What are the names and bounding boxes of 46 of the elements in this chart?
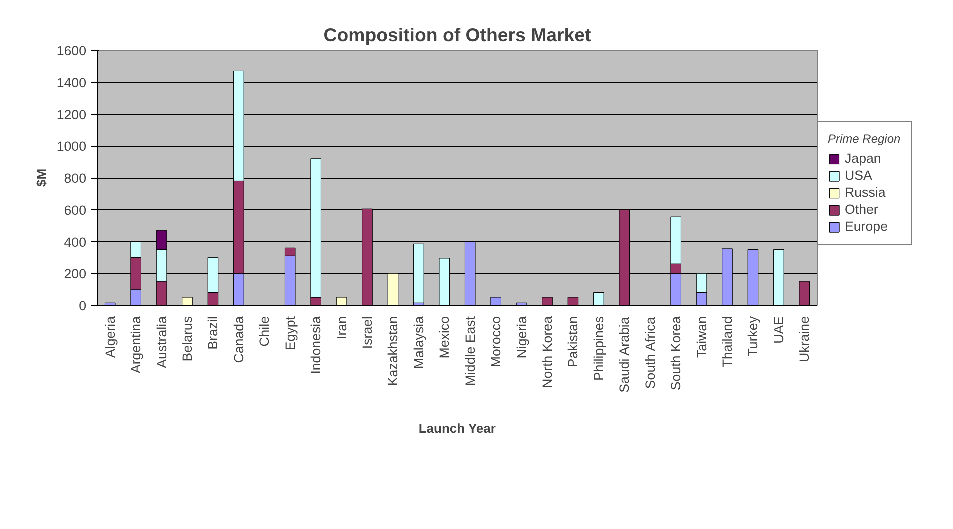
x-tick-label: Kazakhstan (386, 316, 401, 386)
x-tick-label: Belarus (180, 316, 195, 362)
legend-label: Russia (845, 185, 886, 200)
y-axis-title: $M (34, 168, 49, 188)
x-tick-label: Israel (360, 316, 375, 350)
x-tick-label: Indonesia (308, 316, 324, 374)
x-tick-label: Thailand (720, 316, 735, 368)
x-tick-label: Pakistan (566, 316, 581, 368)
y-tick-label: 1600 (56, 44, 87, 58)
x-tick-label: South Korea (668, 316, 684, 391)
x-tick-label: Iran (334, 316, 350, 340)
x-tick-label: Morocco (488, 316, 504, 368)
x-tick-label: Ukraine (797, 316, 812, 362)
x-tick-label: Argentina (128, 316, 144, 374)
x-tick-label: Chile (257, 316, 272, 347)
y-tick-label: 600 (64, 202, 87, 218)
legend-label: USA (845, 168, 872, 183)
y-tick-label: 1200 (56, 107, 87, 122)
x-tick-label: Canada (231, 316, 246, 364)
y-tick-label: 1400 (56, 75, 87, 90)
x-tick-label: Turkey (746, 316, 761, 357)
x-tick-label: Philippines (591, 316, 606, 381)
x-tick-label: Taiwan (694, 316, 710, 358)
legend-label: Other (845, 202, 878, 217)
x-tick-label: Mexico (437, 316, 452, 359)
x-tick-label: Egypt (282, 316, 298, 351)
x-tick-label: South Africa (642, 316, 658, 390)
chart-title: Composition of Others Market (324, 24, 592, 46)
x-tick-label: UAE (771, 316, 786, 344)
y-tick-label: 200 (64, 266, 87, 282)
x-tick-label: Saudi Arabia (617, 316, 632, 393)
x-tick-label: North Korea (540, 316, 555, 388)
x-tick-label: Australia (154, 316, 170, 368)
x-tick-label: Middle East (462, 316, 478, 386)
x-axis-title: Launch Year (418, 420, 496, 436)
x-tick-label: Nigeria (514, 316, 530, 359)
x-tick-label: Algeria (102, 316, 118, 358)
y-tick-label: 800 (64, 171, 87, 186)
y-tick-label: 1000 (56, 139, 87, 154)
legend-label: Europe (845, 219, 888, 234)
legend-label: Japan (845, 151, 882, 166)
y-tick-label: 0 (79, 298, 87, 314)
x-tick-label: Brazil (206, 316, 221, 350)
legend-title: Prime Region (828, 132, 901, 146)
y-tick-label: 400 (64, 234, 87, 250)
x-tick-label: Malaysia (411, 316, 426, 370)
